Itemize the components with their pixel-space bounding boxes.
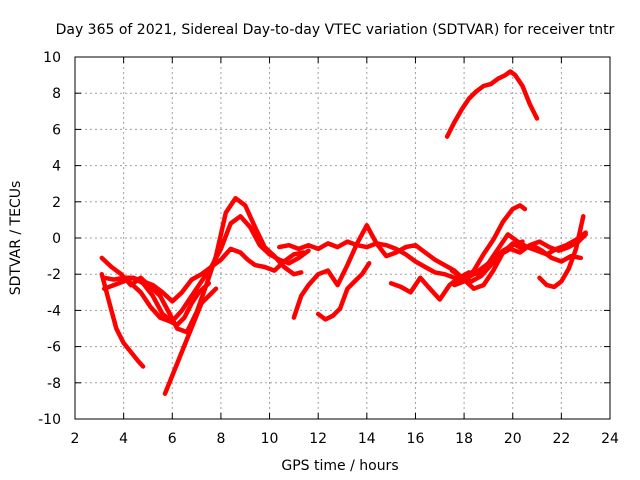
- series-line-track-k: [449, 232, 588, 284]
- series-line-track-e: [162, 286, 219, 396]
- series-layer: [99, 69, 588, 396]
- x-tick-label: 16: [407, 431, 425, 447]
- series-line-track-f: [128, 281, 212, 328]
- series-line-track-i: [315, 261, 372, 322]
- series-line-track-n: [444, 69, 540, 139]
- x-tick-label: 4: [119, 431, 128, 447]
- chart-title: Day 365 of 2021, Sidereal Day-to-day VTE…: [56, 22, 615, 38]
- series-line-track-l: [452, 203, 528, 288]
- series-line-track-d: [99, 195, 304, 335]
- y-tick-label: -8: [47, 376, 61, 392]
- y-tick-label: -2: [47, 267, 61, 283]
- x-tick-label: 22: [552, 431, 570, 447]
- y-tick-label: 6: [52, 122, 61, 138]
- x-tick-label: 8: [216, 431, 225, 447]
- grid: [75, 57, 610, 419]
- x-tick-label: 12: [309, 431, 327, 447]
- y-tick-label: -6: [47, 340, 61, 356]
- x-tick-label: 24: [601, 431, 619, 447]
- y-tick-label: -10: [38, 412, 61, 428]
- y-tick-label: -4: [47, 303, 61, 319]
- series-line-track-m: [537, 214, 586, 290]
- x-tick-label: 2: [71, 431, 80, 447]
- x-axis-label: GPS time / hours: [281, 458, 398, 474]
- y-tick-label: 4: [52, 159, 61, 175]
- y-axis-label: SDTVAR / TECUs: [8, 181, 24, 296]
- y-tick-label: 2: [52, 195, 61, 211]
- y-tick-label: 8: [52, 86, 61, 102]
- x-tick-label: 20: [504, 431, 522, 447]
- x-tick-label: 10: [261, 431, 279, 447]
- x-tick-label: 18: [455, 431, 473, 447]
- y-tick-label: 0: [52, 231, 61, 247]
- y-tick-label: 10: [43, 50, 61, 66]
- x-tick-label: 14: [358, 431, 376, 447]
- series-line-track-a: [99, 271, 146, 369]
- x-tick-label: 6: [168, 431, 177, 447]
